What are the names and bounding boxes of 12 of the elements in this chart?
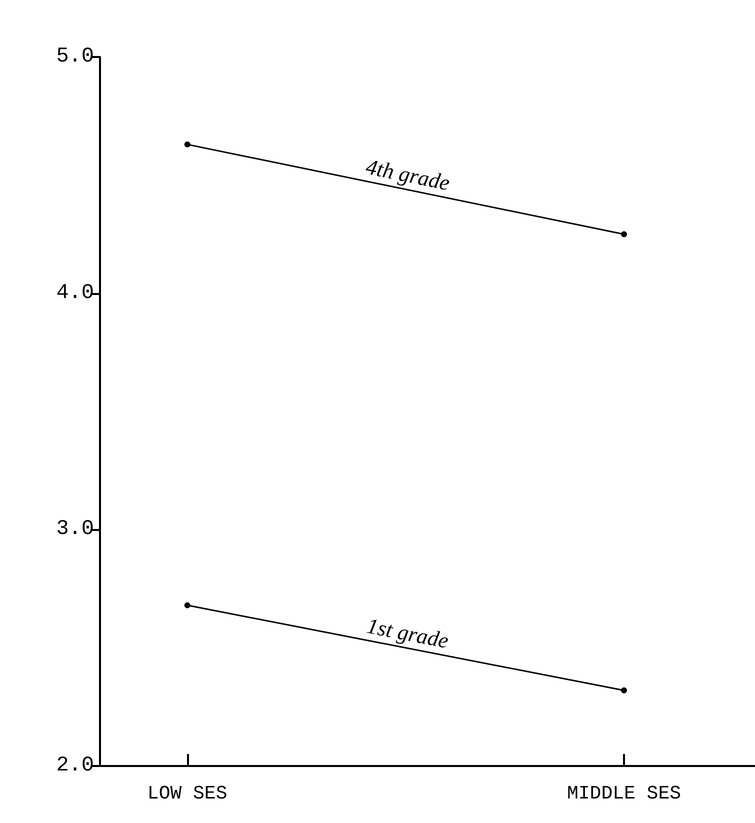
x-tick-label: MIDDLE SES bbox=[566, 782, 682, 804]
x-tick-label: LOW SES bbox=[147, 782, 228, 804]
text: 4th grade bbox=[364, 154, 452, 196]
y-tick-label: 5.0 bbox=[56, 46, 94, 68]
y-tick-label: 2.0 bbox=[56, 754, 94, 778]
y-tick-label: 4.0 bbox=[56, 282, 94, 305]
point bbox=[184, 141, 190, 148]
point bbox=[184, 602, 190, 608]
point bbox=[621, 687, 627, 694]
y-tick-label: 3.0 bbox=[56, 518, 94, 542]
text: 1st grade bbox=[364, 612, 451, 654]
point bbox=[621, 231, 627, 238]
